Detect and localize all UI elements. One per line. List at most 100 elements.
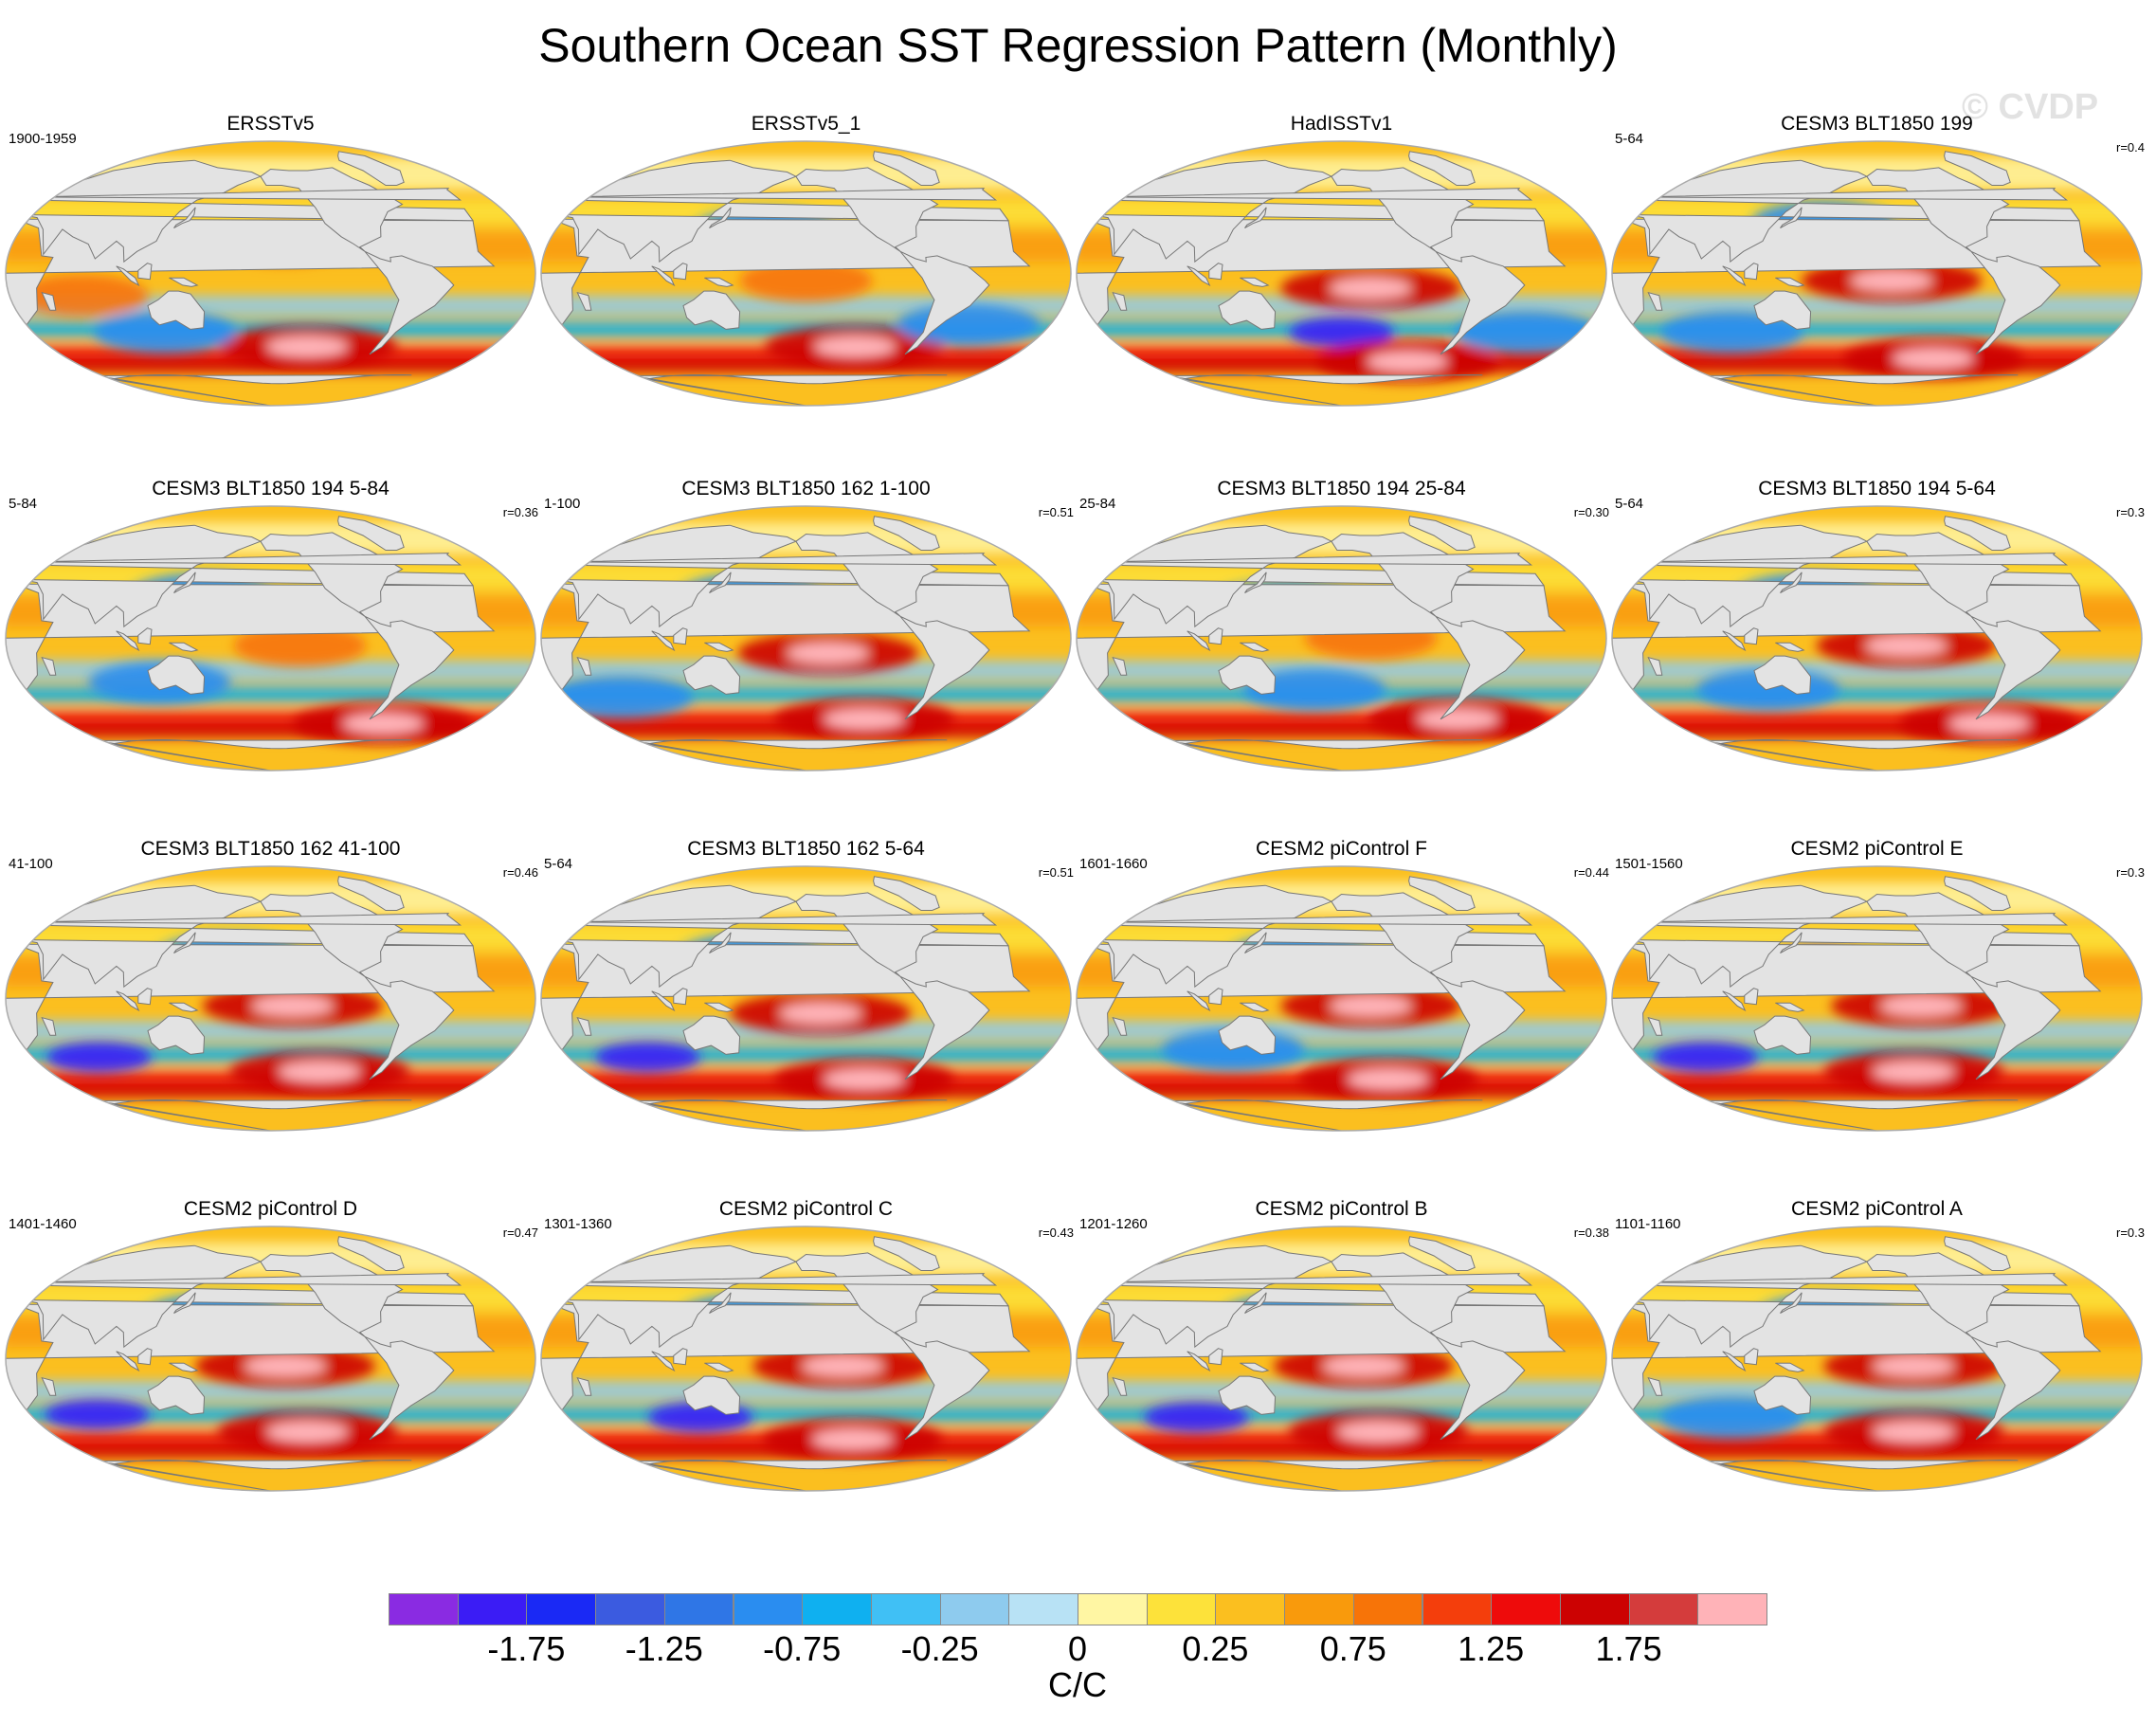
land	[1970, 975, 2061, 1080]
antarctica	[1690, 1460, 2019, 1491]
panel-period: 25-84	[1079, 496, 1116, 512]
antarctica	[83, 739, 412, 771]
land	[1077, 1303, 1567, 1411]
panel-title: CESM2 piControl C	[718, 1198, 894, 1220]
colorbar-cell	[1008, 1593, 1078, 1625]
anomaly-peak	[1948, 713, 2030, 735]
land	[1626, 524, 2080, 628]
land	[1780, 572, 1803, 593]
land	[32, 913, 462, 926]
land	[1753, 655, 1812, 695]
land	[1744, 263, 1759, 281]
land	[364, 975, 455, 1080]
map-15	[1611, 1226, 2143, 1492]
zonal-band	[6, 1083, 535, 1099]
antarctica	[1154, 374, 1483, 406]
land	[116, 630, 140, 652]
map-frame	[540, 140, 1072, 407]
land	[1240, 1362, 1270, 1372]
colorbar	[389, 1593, 1767, 1627]
colorbar-cell	[1352, 1593, 1423, 1625]
land	[41, 656, 57, 676]
panel-correlation: r=0.30	[1573, 505, 1609, 519]
panel-period: 5-84	[9, 496, 38, 512]
land	[337, 151, 405, 186]
land	[555, 884, 1009, 989]
colorbar-cell	[526, 1593, 597, 1625]
land	[899, 975, 990, 1080]
land	[1780, 1292, 1803, 1314]
map-10	[1076, 865, 1607, 1132]
land	[709, 932, 732, 953]
land	[1647, 291, 1663, 311]
land	[137, 1348, 153, 1366]
panel-title: CESM2 piControl D	[183, 1198, 358, 1220]
map-panel: CESM3 BLT1850 162 1-100 1-100 r=0.51	[538, 477, 1074, 851]
map-9	[540, 865, 1072, 1132]
land	[541, 943, 1031, 1051]
zonal-band	[6, 358, 535, 373]
land	[1103, 188, 1533, 201]
land	[568, 1273, 998, 1286]
land	[1091, 524, 1545, 628]
map-1	[540, 140, 1072, 407]
anomaly-peak	[1873, 1062, 1954, 1082]
land	[1091, 1244, 1545, 1349]
panel-title: CESM3 BLT1850 162 41-100	[140, 838, 401, 860]
land	[173, 932, 196, 953]
land	[1970, 250, 2061, 355]
land	[169, 277, 199, 287]
antarctica	[1154, 1099, 1483, 1131]
anomaly-peak	[1880, 995, 1962, 1017]
anomaly-peak	[1417, 708, 1499, 730]
land	[1639, 913, 2069, 926]
map-panel: CESM2 piControl F 1601-1660 r=0.44	[1074, 837, 1609, 1211]
colorbar-cell	[733, 1593, 804, 1625]
antarctica	[83, 1460, 412, 1491]
anomaly-cold_high	[1289, 317, 1394, 348]
land	[1103, 913, 1533, 926]
antarctica	[1154, 739, 1483, 771]
land	[576, 291, 592, 311]
land	[541, 1303, 1031, 1411]
land	[1744, 627, 1759, 645]
zonal-band	[1612, 685, 2142, 703]
land	[541, 218, 1031, 326]
map-panel: CESM2 piControl A 1101-1160 r=0.3	[1609, 1197, 2145, 1571]
land	[1744, 988, 1759, 1006]
land	[1612, 943, 2102, 1051]
anomaly-warm	[233, 625, 367, 667]
panel-correlation: r=0.3	[2116, 865, 2145, 880]
land	[1753, 290, 1812, 330]
panel-correlation: r=0.43	[1038, 1226, 1074, 1240]
land	[137, 263, 153, 281]
land	[1753, 1015, 1812, 1055]
map-frame	[5, 140, 536, 407]
land	[873, 516, 940, 551]
land	[1077, 218, 1567, 326]
land	[1408, 876, 1476, 911]
anomaly-cool	[550, 676, 693, 718]
land	[20, 524, 474, 628]
land	[169, 1362, 199, 1372]
land	[1944, 151, 2011, 186]
land	[137, 988, 153, 1006]
antarctica	[83, 374, 412, 406]
land	[682, 655, 741, 695]
antarctica	[83, 1099, 412, 1131]
land	[1103, 553, 1533, 566]
colorbar-cell	[939, 1593, 1010, 1625]
land	[6, 218, 496, 326]
land	[673, 1348, 688, 1366]
land	[1970, 615, 2061, 720]
land	[682, 1375, 741, 1415]
panel-title: ERSSTv5	[226, 113, 315, 135]
figure-title: Southern Ocean SST Regression Pattern (M…	[538, 19, 1618, 72]
colorbar-tick-label: -0.25	[900, 1629, 979, 1668]
land	[1218, 290, 1277, 330]
zonal-band	[541, 358, 1071, 373]
map-14	[1076, 1226, 1607, 1492]
land	[364, 250, 455, 355]
land	[1639, 553, 2069, 566]
